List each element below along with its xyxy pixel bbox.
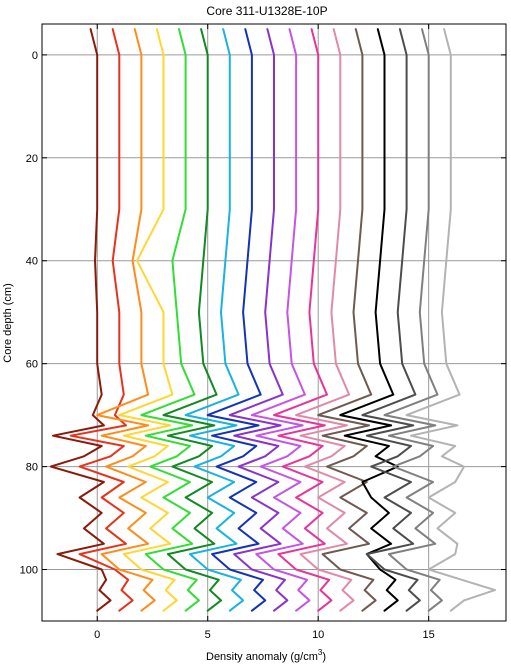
x-tick-label-0: 0 bbox=[94, 629, 100, 641]
series-line-17 bbox=[405, 28, 496, 612]
series-line-2 bbox=[69, 28, 134, 612]
series-lines bbox=[49, 28, 496, 612]
series-line-1 bbox=[49, 28, 112, 612]
chart-title: Core 311-U1328E-10P bbox=[206, 4, 327, 18]
y-axis-ticks: 0 20 40 60 80 100 bbox=[20, 50, 506, 577]
y-tick-label-3: 60 bbox=[26, 359, 38, 371]
series-line-12 bbox=[295, 28, 355, 612]
series-line-7 bbox=[184, 28, 245, 612]
series-line-14 bbox=[339, 28, 399, 612]
y-tick-label-0: 0 bbox=[32, 50, 38, 62]
y-tick-label-1: 20 bbox=[26, 153, 38, 165]
x-axis-label-main: Density anomaly (g/cm bbox=[206, 651, 318, 663]
series-line-16 bbox=[383, 28, 443, 612]
series-line-9 bbox=[228, 28, 289, 612]
x-tick-label-3: 15 bbox=[423, 629, 435, 641]
x-axis-ticks: 0 5 10 15 bbox=[94, 24, 435, 641]
x-tick-label-2: 10 bbox=[312, 629, 324, 641]
series-line-15 bbox=[361, 28, 421, 612]
x-axis-label: Density anomaly (g/cm3) bbox=[206, 648, 326, 663]
x-axis-label-superscript: 3 bbox=[318, 648, 323, 657]
series-line-4 bbox=[118, 28, 178, 612]
y-axis-label: Core depth (cm) bbox=[2, 283, 14, 362]
series-line-8 bbox=[206, 28, 267, 612]
series-line-11 bbox=[273, 28, 333, 612]
series-line-10 bbox=[250, 28, 311, 612]
y-tick-label-4: 80 bbox=[26, 462, 38, 474]
y-tick-label-5: 100 bbox=[20, 565, 38, 577]
series-line-13 bbox=[317, 28, 377, 612]
series-line-6 bbox=[162, 28, 222, 612]
x-tick-label-1: 5 bbox=[205, 629, 211, 641]
series-line-5 bbox=[140, 28, 200, 612]
x-axis-label-close: ) bbox=[322, 651, 326, 663]
y-tick-label-2: 40 bbox=[26, 256, 38, 268]
series-line-3 bbox=[96, 28, 156, 612]
plot-area-frame bbox=[41, 23, 507, 622]
